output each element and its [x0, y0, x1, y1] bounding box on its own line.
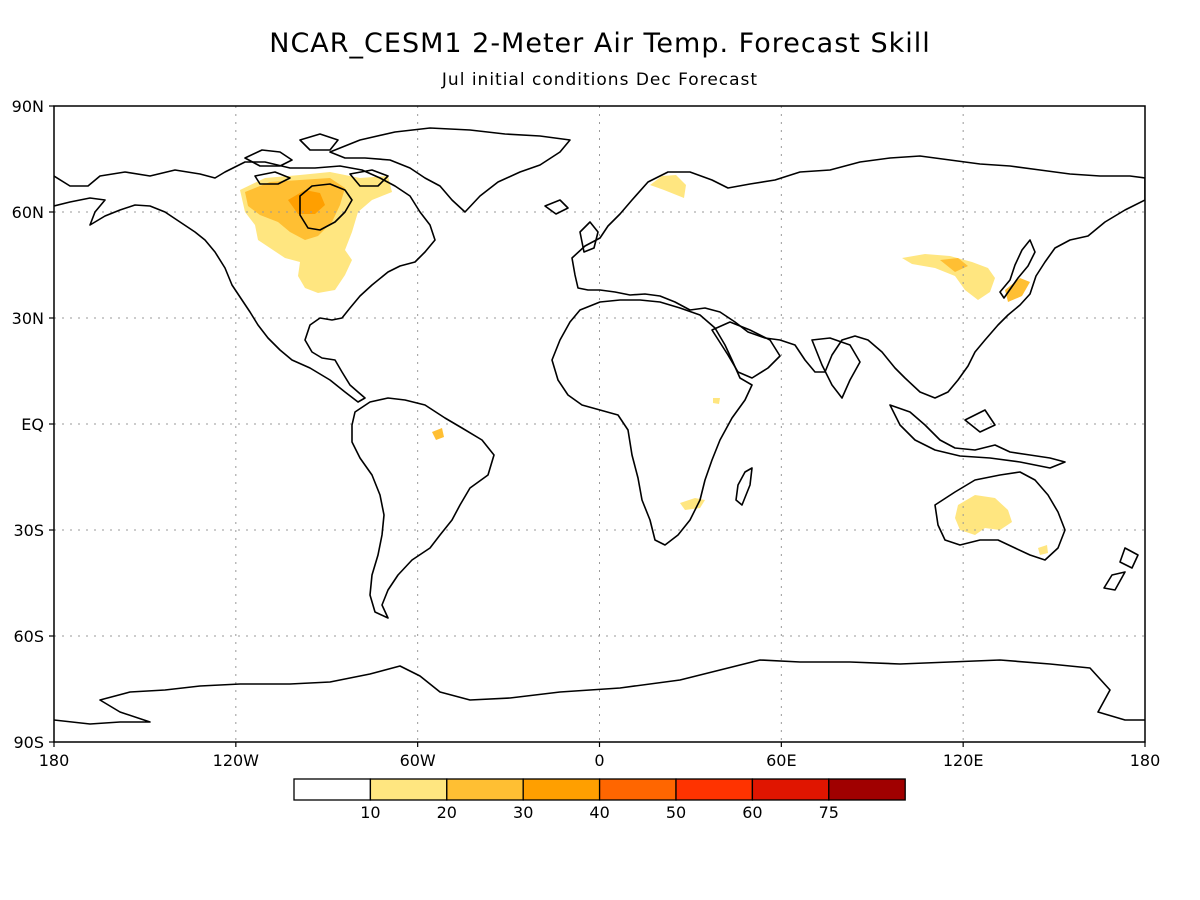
- south-america-coast: [351, 397, 495, 619]
- y-tick-label: 90N: [12, 97, 44, 116]
- colorbar-label: 75: [819, 803, 839, 822]
- eurasia-coast: [571, 155, 1145, 399]
- coastlines: [54, 127, 1145, 725]
- skill-region-scandinavia: [650, 175, 686, 198]
- skill-region-west-africa: [713, 398, 720, 404]
- skill-region-north-china-core: [940, 258, 968, 272]
- british-isles-coast: [579, 221, 599, 253]
- y-tick-label: 90S: [13, 733, 44, 752]
- skill-region-east-australia: [1038, 545, 1048, 555]
- colorbar-swatch: [751, 778, 830, 801]
- iceland-coast: [544, 199, 569, 215]
- colorbar-label: 40: [589, 803, 609, 822]
- y-tick-label: 30S: [13, 521, 44, 540]
- colorbar-label: 10: [360, 803, 380, 822]
- colorbar-swatch: [369, 778, 448, 801]
- new-zealand-coast: [1103, 547, 1139, 591]
- x-tick-label: 180: [39, 751, 70, 770]
- colorbar: 10 20 30 40 50 60 75: [293, 778, 906, 822]
- india-coast: [811, 337, 861, 399]
- north-america-coast: [54, 161, 436, 403]
- y-tick-label: 30N: [12, 309, 44, 328]
- map-subtitle: Jul initial conditions Dec Forecast: [441, 70, 759, 90]
- graticule: [54, 106, 1145, 742]
- japan-coast: [999, 239, 1036, 299]
- colorbar-swatch: [522, 778, 601, 801]
- x-tick-label: 120E: [943, 751, 984, 770]
- madagascar-coast: [735, 467, 753, 506]
- skill-region-western-australia: [955, 495, 1012, 535]
- colorbar-swatch: [446, 778, 524, 801]
- y-tick-labels: 90N 60N 30N EQ 30S 60S 90S: [12, 97, 54, 752]
- greenland-coast: [329, 127, 571, 213]
- x-tick-label: 120W: [213, 751, 260, 770]
- skill-region-mozambique: [680, 498, 705, 510]
- colorbar-label: 20: [437, 803, 457, 822]
- y-tick-label: 60S: [13, 627, 44, 646]
- colorbar-swatch: [598, 778, 677, 801]
- australia-coast: [934, 471, 1066, 561]
- colorbar-label: 30: [513, 803, 533, 822]
- x-tick-label: 180: [1130, 751, 1161, 770]
- skill-region-amazon-spot: [432, 428, 444, 440]
- skill-region-japan: [1005, 278, 1030, 302]
- skill-region-north-china-korea: [902, 254, 995, 300]
- colorbar-swatch: [828, 778, 906, 801]
- x-tick-label: 60W: [400, 751, 436, 770]
- skill-shading: [240, 172, 1048, 555]
- y-tick-label: EQ: [21, 415, 44, 434]
- colorbar-label: 50: [666, 803, 686, 822]
- arabia-coast: [711, 321, 781, 379]
- x-tick-label: 0: [594, 751, 604, 770]
- x-tick-labels: 180 120W 60W 0 60E 120E 180: [39, 742, 1161, 770]
- hudson-bay-coast: [299, 183, 353, 231]
- colorbar-swatch: [293, 778, 372, 801]
- y-tick-label: 60N: [12, 203, 44, 222]
- skill-region-hudson-bay-core: [288, 190, 325, 214]
- africa-coast: [551, 299, 753, 546]
- colorbar-label: 60: [742, 803, 762, 822]
- arctic-islands-coast: [244, 133, 389, 187]
- map-title: NCAR_CESM1 2-Meter Air Temp. Forecast Sk…: [269, 28, 931, 59]
- x-tick-label: 60E: [766, 751, 796, 770]
- indonesia-coast: [889, 404, 1066, 469]
- colorbar-swatch: [675, 778, 754, 801]
- antarctica-coast: [54, 659, 1145, 725]
